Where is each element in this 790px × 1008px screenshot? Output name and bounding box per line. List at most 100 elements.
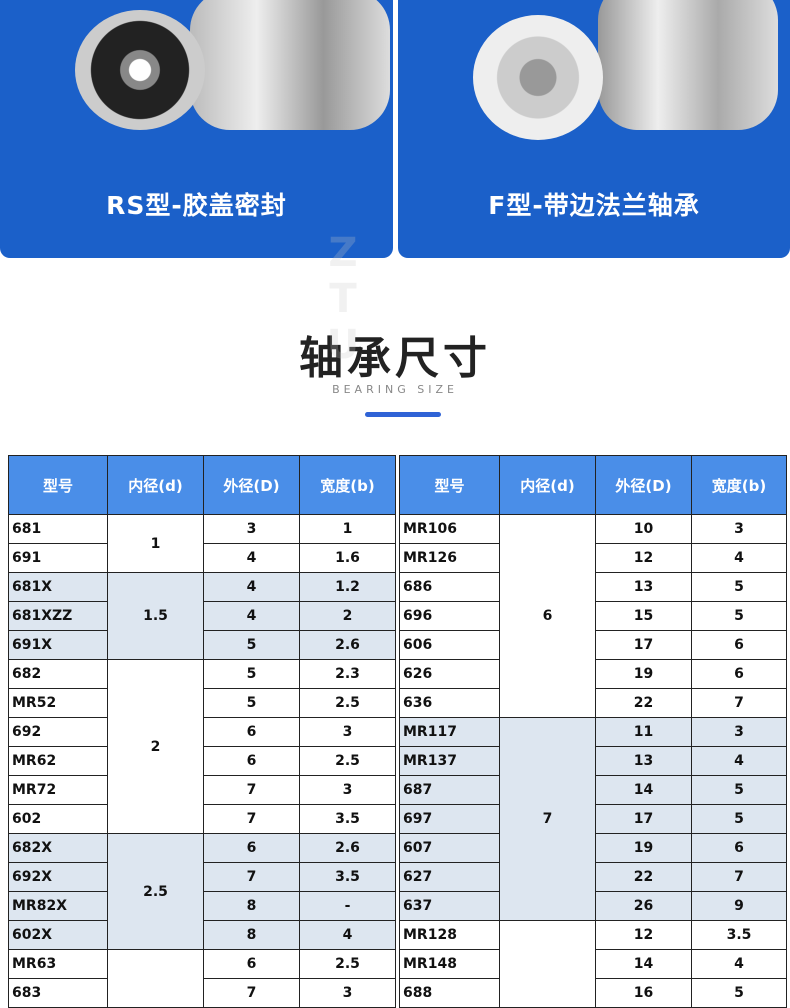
- model-cell: MR128: [399, 920, 500, 950]
- table-row: MR72 7 3: [8, 775, 396, 805]
- width-cell: 3.5: [299, 804, 396, 834]
- outer-diameter-cell: 6: [203, 949, 300, 979]
- width-cell: 5: [691, 804, 787, 834]
- inner-diameter-cell: 6: [499, 514, 596, 718]
- model-cell: 606: [399, 630, 500, 660]
- model-cell: MR117: [399, 717, 500, 747]
- outer-diameter-cell: 5: [203, 688, 300, 718]
- width-cell: 5: [691, 978, 787, 1008]
- column-header: 外径(D): [595, 455, 692, 515]
- width-cell: 3: [691, 717, 787, 747]
- outer-diameter-cell: 4: [203, 543, 300, 573]
- table-row: 692X 7 3.5: [8, 862, 396, 892]
- model-cell: 607: [399, 833, 500, 863]
- width-cell: 5: [691, 572, 787, 602]
- model-cell: 683: [8, 978, 108, 1008]
- model-cell: 692X: [8, 862, 108, 892]
- right-size-table: 型号 内径(d) 外径(D) 宽度(b) MR106 6 10 3 MR126 12 4 686 13 5…: [399, 455, 787, 1008]
- table-row: MR62 6 2.5: [8, 746, 396, 776]
- width-cell: 9: [691, 891, 787, 921]
- outer-diameter-cell: 6: [203, 717, 300, 747]
- outer-diameter-cell: 22: [595, 862, 692, 892]
- model-cell: 626: [399, 659, 500, 689]
- f-type-panel: F型-带边法兰轴承: [398, 0, 790, 258]
- width-cell: 2.5: [299, 746, 396, 776]
- table-row: MR52 5 2.5: [8, 688, 396, 718]
- model-cell: 692: [8, 717, 108, 747]
- model-cell: MR72: [8, 775, 108, 805]
- inner-diameter-cell: 2: [107, 659, 204, 834]
- panel-caption: RS型-胶盖密封: [106, 191, 287, 220]
- model-cell: 691X: [8, 630, 108, 660]
- inner-diameter-cell: 2.5: [107, 833, 204, 950]
- model-cell: 686: [399, 572, 500, 602]
- model-cell: 682: [8, 659, 108, 689]
- model-cell: MR62: [8, 746, 108, 776]
- model-cell: 688: [399, 978, 500, 1008]
- model-cell: 682X: [8, 833, 108, 863]
- table-row: 626 19 6: [399, 659, 787, 689]
- model-cell: 697: [399, 804, 500, 834]
- model-cell: 696: [399, 601, 500, 631]
- table-row: 682 2 5 2.3: [8, 659, 396, 834]
- width-cell: 6: [691, 833, 787, 863]
- column-header: 型号: [399, 455, 500, 515]
- width-cell: 1.2: [299, 572, 396, 602]
- outer-diameter-cell: 22: [595, 688, 692, 718]
- title-underline: [365, 412, 441, 417]
- model-cell: 681: [8, 514, 108, 544]
- model-cell: MR82X: [8, 891, 108, 921]
- model-cell: MR63: [8, 949, 108, 979]
- model-cell: 691: [8, 543, 108, 573]
- table-row: 687 14 5: [399, 775, 787, 805]
- model-cell: 681XZZ: [8, 601, 108, 631]
- table-row: MR126 12 4: [399, 543, 787, 573]
- outer-diameter-cell: 11: [595, 717, 692, 747]
- outer-diameter-cell: 6: [203, 746, 300, 776]
- header-row: 型号 内径(d) 外径(D) 宽度(b): [399, 455, 787, 515]
- outer-diameter-cell: 7: [203, 775, 300, 805]
- width-cell: 4: [691, 949, 787, 979]
- column-header: 宽度(b): [299, 455, 396, 515]
- table-row: 636 22 7: [399, 688, 787, 718]
- table-row: MR63 6 2.5: [8, 949, 396, 1008]
- left-size-table: 型号 内径(d) 外径(D) 宽度(b) 681 1 3 1 691 4 1.6 681X 1.5 4 1.…: [8, 455, 396, 1008]
- rs-type-panel: RS型-胶盖密封: [0, 0, 393, 258]
- model-cell: 602X: [8, 920, 108, 950]
- model-cell: 602: [8, 804, 108, 834]
- width-cell: 5: [691, 601, 787, 631]
- width-cell: 3: [691, 514, 787, 544]
- outer-diameter-cell: 13: [595, 572, 692, 602]
- width-cell: 3: [299, 775, 396, 805]
- model-cell: MR148: [399, 949, 500, 979]
- inner-diameter-cell: 7: [499, 717, 596, 921]
- inner-diameter-cell: [499, 920, 596, 1008]
- model-cell: MR52: [8, 688, 108, 718]
- outer-diameter-cell: 14: [595, 949, 692, 979]
- outer-diameter-cell: 26: [595, 891, 692, 921]
- section-subtitle: BEARING SIZE: [332, 383, 458, 396]
- outer-diameter-cell: 10: [595, 514, 692, 544]
- outer-diameter-cell: 7: [203, 978, 300, 1008]
- table-row: 691 4 1.6: [8, 543, 396, 573]
- outer-diameter-cell: 7: [203, 862, 300, 892]
- width-cell: 2.6: [299, 630, 396, 660]
- table-row: 606 17 6: [399, 630, 787, 660]
- width-cell: 3.5: [299, 862, 396, 892]
- table-row: 681X 1.5 4 1.2: [8, 572, 396, 660]
- panel-caption: F型-带边法兰轴承: [488, 191, 700, 220]
- model-cell: 636: [399, 688, 500, 718]
- table-row: MR148 14 4: [399, 949, 787, 979]
- model-cell: MR106: [399, 514, 500, 544]
- width-cell: 2.5: [299, 688, 396, 718]
- outer-diameter-cell: 8: [203, 920, 300, 950]
- width-cell: 4: [299, 920, 396, 950]
- table-row: 681XZZ 4 2: [8, 601, 396, 631]
- width-cell: 2: [299, 601, 396, 631]
- table-row: 691X 5 2.6: [8, 630, 396, 660]
- outer-diameter-cell: 12: [595, 920, 692, 950]
- model-cell: 627: [399, 862, 500, 892]
- column-header: 外径(D): [203, 455, 300, 515]
- model-cell: 687: [399, 775, 500, 805]
- outer-diameter-cell: 12: [595, 543, 692, 573]
